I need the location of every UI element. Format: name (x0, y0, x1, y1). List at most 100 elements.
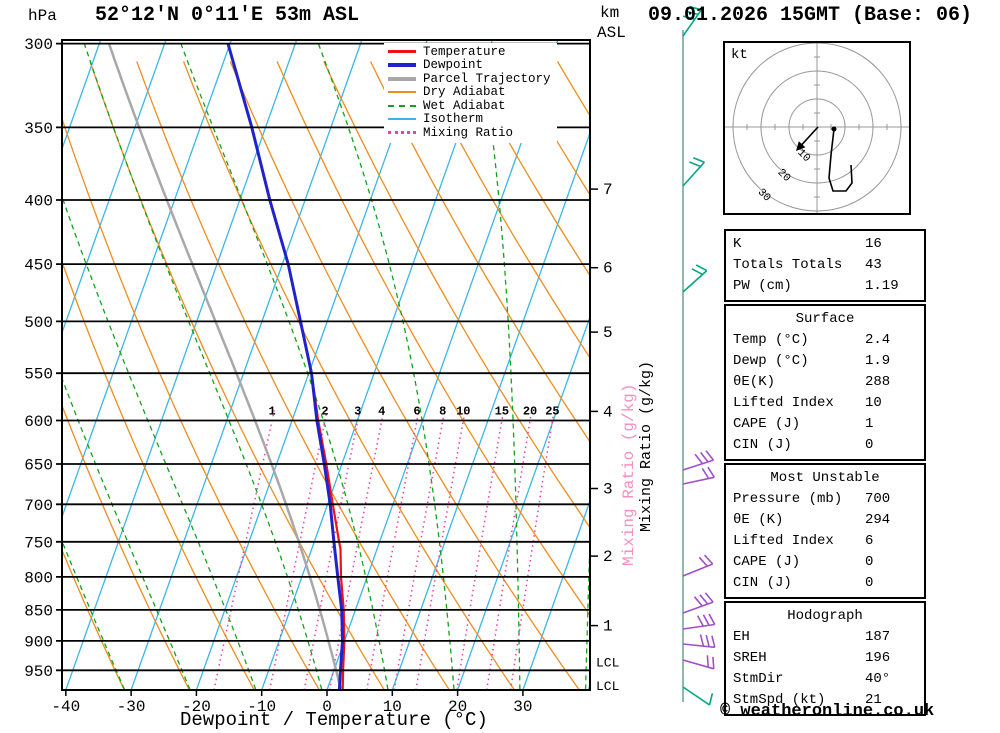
table-row: CIN (J) 0 (726, 435, 924, 456)
stat-label: PW (cm) (733, 278, 792, 294)
mixing-ratio-axis-label: Mixing Ratio (g/kg) (638, 360, 655, 532)
stat-value: 10 (865, 395, 882, 411)
legend-label: Dewpoint (423, 58, 484, 73)
table-row: EH 187 (726, 627, 924, 648)
stat-value: 0 (865, 554, 874, 570)
table-surface: Surface Temp (°C) 2.4 Dewp (°C) 1.9 θE(K) 288 L… (724, 304, 926, 461)
stat-label: θE (K) (733, 512, 784, 528)
pressure-tick-label: 450 (24, 257, 53, 275)
pressure-tick-label: 850 (24, 602, 53, 620)
table-row: CAPE (J) 0 (726, 552, 924, 573)
wind-barb (682, 450, 715, 471)
plot-border (61, 39, 591, 691)
stat-label: Temp (°C) (733, 332, 809, 348)
legend-swatch (388, 104, 416, 107)
stat-value: 16 (865, 236, 882, 252)
table-row: Totals Totals 43 (726, 255, 924, 276)
mixing-ratio-label: 20 (523, 404, 537, 418)
mixing-ratio-label: 15 (495, 404, 509, 418)
table-row: SREH 196 (726, 648, 924, 669)
legend-label: Mixing Ratio (423, 125, 514, 140)
station-title: 52°12'N 0°11'E 53m ASL (95, 4, 360, 27)
temp-tick-label: -10 (247, 698, 276, 716)
hodo-ring-label: 20 (775, 167, 793, 185)
legend: Temperature Dewpoint Parcel Trajectory Dry … (384, 43, 557, 143)
stat-value: 6 (865, 533, 874, 549)
stat-label: EH (733, 629, 750, 645)
table-row: θE(K) 288 (726, 372, 924, 393)
wet-adiabat-lines (62, 43, 590, 690)
pressure-unit-label: hPa (28, 7, 57, 25)
pressure-tick-label: 950 (24, 663, 53, 681)
mixing-ratio-labels: 1 2 3 4 6 8 10 15 20 25 (269, 404, 560, 418)
temp-tick-label: 0 (322, 698, 332, 716)
mixing-ratio-label: 10 (456, 404, 470, 418)
wind-barb (682, 634, 716, 649)
table-row: StmSpd (kt) 21 (726, 690, 924, 711)
km-tick-label: 3 (603, 481, 613, 499)
legend-label: Wet Adiabat (423, 98, 506, 113)
wind-barb (682, 655, 715, 670)
table-hodograph: Hodograph EH 187 SREH 196 StmDir 40° StmSpd (kt… (724, 601, 926, 716)
legend-swatch (388, 63, 416, 68)
legend-item-parcel-trajectory: Parcel Trajectory (388, 72, 551, 86)
stat-label: Lifted Index (733, 395, 834, 411)
copyright: © weatheronline.co.uk (720, 702, 935, 721)
stat-value: 1 (865, 416, 874, 432)
run-datetime: 09.01.2026 15GMT (Base: 06) (648, 4, 973, 27)
pressure-tick-label: 600 (24, 413, 53, 431)
table-most-unstable: Most Unstable Pressure (mb) 700 θE (K) 294 Li… (724, 463, 926, 599)
km-tick-label: 1 (603, 618, 613, 636)
stat-label: StmSpd (kt) (733, 692, 826, 708)
temp-tick-label: 10 (383, 698, 402, 716)
plot-area (62, 40, 590, 690)
wind-barb (682, 686, 714, 706)
stat-label: CAPE (J) (733, 554, 801, 570)
pressure-tick-label: 800 (24, 569, 53, 587)
pressure-tick-label: 650 (24, 457, 53, 475)
wind-barb (682, 554, 714, 577)
stat-value: 2.4 (865, 332, 891, 348)
mixing-ratio-lines (213, 410, 555, 690)
table-row: CAPE (J) 1 (726, 414, 924, 435)
stat-value: 196 (865, 650, 891, 666)
pressure-tick-label: 900 (24, 633, 53, 651)
legend-item-dewpoint: Dewpoint (388, 58, 551, 73)
stat-label: Totals Totals (733, 257, 843, 273)
stat-label: CIN (J) (733, 437, 792, 453)
km-tick-label: 4 (603, 403, 613, 421)
table-header: Surface (795, 311, 855, 327)
legend-label: Dry Adiabat (423, 85, 506, 100)
asl-axis-unit: ASL (597, 24, 626, 42)
table-header: Hodograph (787, 608, 863, 624)
km-tick-label: 5 (603, 324, 613, 342)
temp-tick-label: -20 (182, 698, 211, 716)
legend-swatch (388, 131, 416, 135)
pressure-tick-label: 700 (24, 497, 53, 515)
mixing-ratio-label: 1 (269, 404, 276, 418)
stat-value: 1.9 (865, 353, 891, 369)
stat-label: K (733, 236, 742, 252)
wind-barb (682, 264, 708, 293)
x-axis-title: Dewpoint / Temperature (°C) (180, 709, 488, 731)
wind-barb (682, 466, 715, 485)
wind-barb (682, 613, 716, 630)
mixing-ratio-axis-label-shadow: Mixing Ratio (g/kg) (620, 383, 638, 566)
legend-swatch (388, 91, 416, 94)
stat-label: StmDir (733, 671, 784, 687)
table-row: K 16 (726, 234, 924, 255)
wind-barb-column (682, 5, 716, 706)
table-row: Dewp (°C) 1.9 (726, 351, 924, 372)
hodograph-trace (828, 128, 853, 192)
stat-value: 288 (865, 374, 891, 390)
stat-value: 294 (865, 512, 891, 528)
km-tick-label: 6 (603, 260, 613, 278)
temp-tick-label: 30 (513, 698, 532, 716)
stat-value: 1.19 (865, 278, 899, 294)
pressure-tick-label: 750 (24, 534, 53, 552)
pressure-tick-label: 300 (24, 36, 53, 54)
pressure-tick-labels: 300 350 400 450 500 550 600 650 700 750 800 850 900 9… (24, 36, 53, 681)
wind-barb (682, 592, 714, 614)
